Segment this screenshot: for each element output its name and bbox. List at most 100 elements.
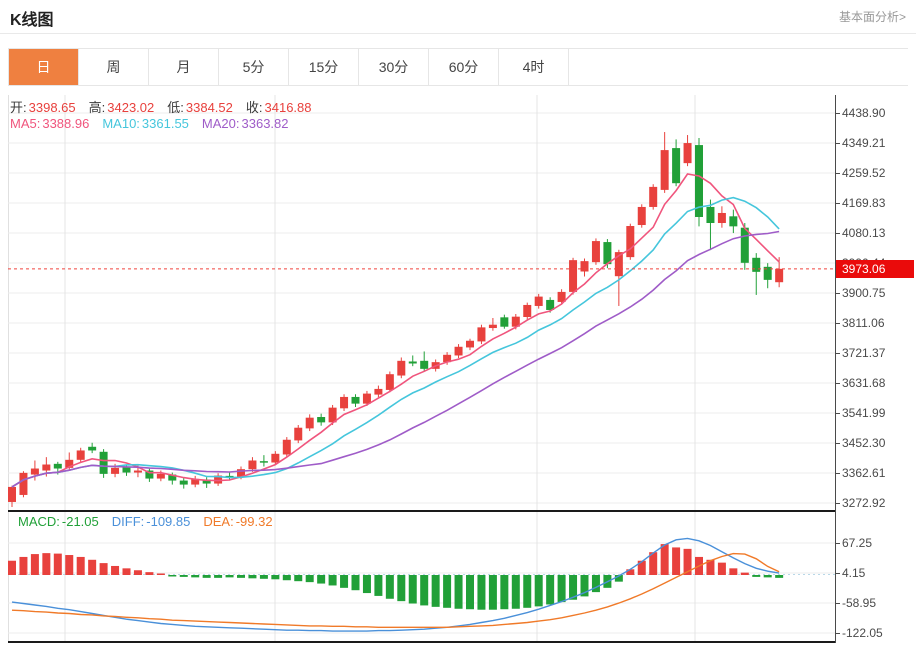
tab-4hour[interactable]: 4时 [499, 49, 569, 85]
info-item: DIFF: -109.85 [111, 514, 191, 529]
candle[interactable] [408, 361, 417, 364]
candle[interactable] [775, 268, 784, 283]
axis-label: 3452.30 [836, 435, 885, 451]
candle[interactable] [729, 216, 738, 227]
candle[interactable] [76, 450, 85, 460]
candle[interactable] [500, 317, 509, 327]
tab-15min[interactable]: 15分 [289, 49, 359, 85]
candle[interactable] [214, 475, 223, 484]
tab-week[interactable]: 周 [79, 49, 149, 85]
candle[interactable] [591, 241, 600, 263]
candle[interactable] [202, 479, 211, 484]
candle[interactable] [466, 340, 474, 348]
candle[interactable] [259, 461, 268, 463]
macd-bar [729, 568, 738, 575]
candle[interactable] [305, 417, 314, 429]
macd-bar [30, 554, 39, 575]
macd-bar [557, 575, 566, 603]
candle[interactable] [225, 475, 234, 478]
info-item: 低: 3384.52 [167, 100, 233, 115]
candle[interactable] [649, 186, 658, 207]
candlestick-chart[interactable] [0, 95, 835, 510]
chart-area: 开: 3398.65 高: 3423.02 低: 3384.52 收: 3416.88 MA5… [0, 95, 916, 643]
candle[interactable] [569, 260, 578, 292]
macd-bar [156, 573, 165, 575]
candle[interactable] [477, 327, 486, 342]
candle[interactable] [168, 474, 177, 481]
candle[interactable] [385, 374, 394, 390]
candle[interactable] [156, 473, 165, 479]
fundamental-analysis-link[interactable]: 基本面分析> [838, 10, 906, 24]
macd-bar [591, 575, 600, 593]
candle[interactable] [614, 252, 623, 277]
candle[interactable] [111, 467, 120, 474]
candle[interactable] [374, 388, 383, 395]
candle[interactable] [271, 453, 280, 463]
candle[interactable] [523, 304, 532, 318]
candle[interactable] [53, 463, 62, 469]
macd-chart[interactable] [0, 510, 835, 643]
candle[interactable] [99, 451, 108, 474]
candle[interactable] [145, 470, 154, 479]
candle[interactable] [42, 464, 51, 471]
macd-bar [237, 575, 245, 578]
candle[interactable] [122, 467, 131, 473]
candle[interactable] [740, 227, 749, 263]
candle[interactable] [30, 468, 39, 475]
candle[interactable] [454, 346, 463, 356]
candle[interactable] [191, 478, 200, 485]
candle[interactable] [8, 486, 16, 502]
macd-bar [282, 575, 291, 581]
candle[interactable] [695, 145, 703, 217]
candle[interactable] [557, 291, 566, 302]
candle[interactable] [752, 257, 761, 272]
candle[interactable] [282, 439, 291, 455]
tab-day[interactable]: 日 [9, 49, 79, 85]
candle[interactable] [340, 396, 349, 409]
info-item: 收: 3416.88 [245, 100, 312, 115]
candle[interactable] [488, 324, 497, 329]
tab-5min[interactable]: 5分 [219, 49, 289, 85]
candle[interactable] [580, 261, 589, 272]
candle[interactable] [65, 459, 74, 468]
candle[interactable] [717, 212, 726, 224]
candle[interactable] [397, 360, 406, 376]
candle[interactable] [317, 417, 326, 423]
macd-bar [477, 575, 486, 610]
tab-30min[interactable]: 30分 [359, 49, 429, 85]
candle[interactable] [603, 242, 612, 265]
macd-bar [8, 560, 16, 575]
macd-bar [19, 556, 28, 575]
candle[interactable] [248, 460, 257, 470]
axis-label: 4.15 [836, 565, 865, 581]
candle[interactable] [511, 316, 520, 327]
candle[interactable] [294, 427, 303, 441]
candle[interactable] [133, 470, 142, 473]
candle[interactable] [683, 143, 692, 164]
candle[interactable] [420, 360, 429, 369]
candle[interactable] [88, 446, 97, 451]
info-item: DEA: -99.32 [203, 514, 273, 529]
macd-bar [374, 575, 383, 596]
candle[interactable] [534, 296, 543, 306]
candle[interactable] [179, 480, 188, 485]
candle[interactable] [237, 469, 245, 478]
candle[interactable] [637, 206, 646, 226]
candle[interactable] [328, 407, 337, 423]
candle[interactable] [763, 266, 772, 280]
tab-month[interactable]: 月 [149, 49, 219, 85]
macd-bar [305, 575, 314, 583]
candle[interactable] [443, 354, 452, 363]
candle[interactable] [546, 299, 555, 310]
candle[interactable] [626, 226, 635, 258]
candle[interactable] [351, 396, 360, 404]
candle[interactable] [362, 393, 371, 404]
title-divider [0, 33, 916, 34]
candle[interactable] [706, 206, 715, 224]
tab-60min[interactable]: 60分 [429, 49, 499, 85]
candle[interactable] [672, 148, 681, 184]
candle[interactable] [19, 472, 28, 495]
candle[interactable] [660, 150, 669, 190]
macd-bar [443, 575, 452, 608]
macd-bar [294, 575, 303, 582]
